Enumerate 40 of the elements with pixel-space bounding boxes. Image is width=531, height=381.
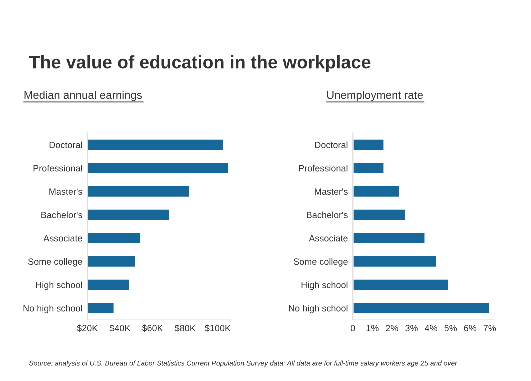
x-tick-label: 3%: [406, 325, 418, 332]
bar: [353, 255, 438, 268]
x-tick-label: 6%: [464, 325, 477, 332]
bar: [353, 185, 401, 198]
y-tick-label: No high school: [24, 305, 82, 314]
x-tick-label: $100K: [204, 324, 231, 332]
y-tick-label: Doctoral: [50, 142, 82, 148]
chart-title: Median annual earnings: [24, 91, 142, 102]
y-tick-label: Some college: [28, 258, 82, 267]
x-tick-label: 4%: [424, 325, 438, 332]
bar: [353, 302, 491, 315]
y-tick-label: No high school: [289, 305, 348, 314]
chart-title: Unemployment rate: [327, 91, 424, 102]
x-tick-label: 5%: [444, 325, 458, 332]
x-tick-label: 7%: [484, 325, 496, 332]
y-tick-label: High school: [36, 282, 82, 290]
x-tick-label: $40K: [110, 324, 131, 332]
y-tick-label: Professional: [34, 165, 82, 172]
bar: [353, 278, 450, 292]
bar: [353, 208, 407, 222]
y-tick-label: Some college: [294, 258, 348, 267]
y-tick-label: Professional: [299, 165, 348, 172]
x-tick-label: 1%: [366, 325, 379, 332]
y-tick-label: Bachelor's: [307, 212, 348, 218]
y-tick-label: Associate: [309, 235, 348, 242]
text: The value of education in the workplace: [29, 55, 371, 72]
bar: [353, 138, 386, 152]
bar: [353, 162, 386, 175]
x-tick-label: 2%: [386, 325, 398, 332]
bar: [353, 232, 426, 245]
y-tick-label: Master's: [315, 188, 348, 196]
y-tick-label: Doctoral: [315, 142, 348, 148]
x-tick-label: $20K: [77, 324, 98, 332]
x-tick-label: $60K: [142, 324, 164, 332]
y-tick-label: Master's: [50, 188, 82, 196]
x-tick-label: 0: [350, 325, 356, 332]
x-tick-label: $80K: [174, 324, 196, 332]
y-tick-label: Associate: [44, 235, 82, 242]
y-tick-label: High school: [302, 282, 348, 290]
y-tick-label: Bachelor's: [42, 212, 82, 218]
